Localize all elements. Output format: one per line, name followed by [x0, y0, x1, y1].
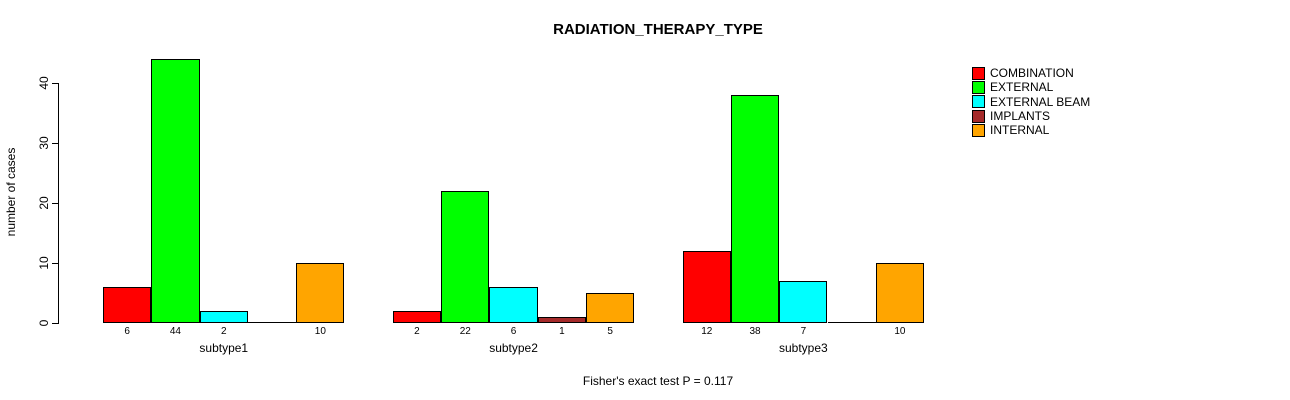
bar [779, 281, 828, 323]
bar-value-label: 6 [124, 326, 130, 337]
bar-zero [827, 322, 876, 323]
bar-value-label: 12 [701, 326, 713, 337]
bar-value-label: 7 [800, 326, 807, 337]
bar-zero [247, 322, 297, 323]
y-axis-tick-label: 0 [37, 319, 51, 327]
y-axis-tick [52, 262, 59, 264]
bar [489, 287, 538, 323]
footnote: Fisher's exact test P = 0.117 [582, 374, 734, 388]
y-axis-tick [52, 82, 59, 84]
legend-item: EXTERNAL [972, 80, 1090, 94]
legend-label: EXTERNAL [990, 80, 1054, 95]
legend-swatch-icon [972, 123, 985, 137]
bar [103, 287, 152, 323]
y-axis-tick-label: 30 [37, 136, 51, 150]
y-axis-tick [52, 202, 59, 204]
y-axis-tick-label: 40 [37, 76, 51, 90]
y-axis-tick-label: 10 [37, 256, 51, 270]
bar [199, 311, 248, 323]
bar-value-label: 10 [314, 326, 326, 337]
bar [392, 311, 442, 323]
legend-item: COMBINATION [972, 66, 1090, 80]
y-axis-tick-label: 20 [37, 196, 51, 210]
legend-label: IMPLANTS [990, 109, 1051, 124]
y-axis-tick [52, 142, 59, 144]
bar-value-label: 38 [749, 326, 761, 337]
bar [682, 251, 731, 323]
bar-value-label: 2 [414, 326, 420, 337]
bar [296, 263, 345, 323]
y-axis-tick [52, 322, 59, 324]
bar-value-label: 10 [894, 326, 906, 337]
y-axis-label: number of cases [4, 147, 18, 237]
bar-value-label: 22 [459, 326, 471, 337]
bar [537, 317, 586, 323]
bar [730, 95, 780, 323]
category-label: subtype1 [199, 341, 249, 355]
category-label: subtype3 [778, 341, 828, 355]
bar-value-label: 6 [510, 326, 517, 337]
y-axis-line [58, 83, 59, 324]
legend-item: IMPLANTS [972, 109, 1090, 123]
legend-item: INTERNAL [972, 123, 1090, 137]
bar [151, 59, 200, 323]
chart-title: RADIATION_THERAPY_TYPE [553, 21, 763, 38]
category-label: subtype2 [489, 341, 538, 355]
bar-value-label: 2 [220, 326, 227, 337]
bar [875, 263, 925, 323]
legend-label: EXTERNAL BEAM [990, 94, 1091, 109]
legend-item: EXTERNAL BEAM [972, 95, 1090, 109]
legend-label: INTERNAL [990, 123, 1050, 138]
legend-swatch-icon [972, 95, 985, 109]
bar [441, 191, 490, 323]
legend-swatch-icon [972, 80, 985, 94]
bar-value-label: 5 [607, 326, 613, 337]
bar-value-label: 1 [559, 326, 565, 337]
bar [586, 293, 635, 323]
legend: COMBINATION EXTERNAL EXTERNAL BEAM IMPLANTS… [972, 66, 1090, 137]
legend-swatch-icon [972, 109, 985, 123]
legend-swatch-icon [972, 66, 985, 80]
legend-label: COMBINATION [990, 66, 1074, 81]
bar-value-label: 44 [169, 326, 181, 337]
